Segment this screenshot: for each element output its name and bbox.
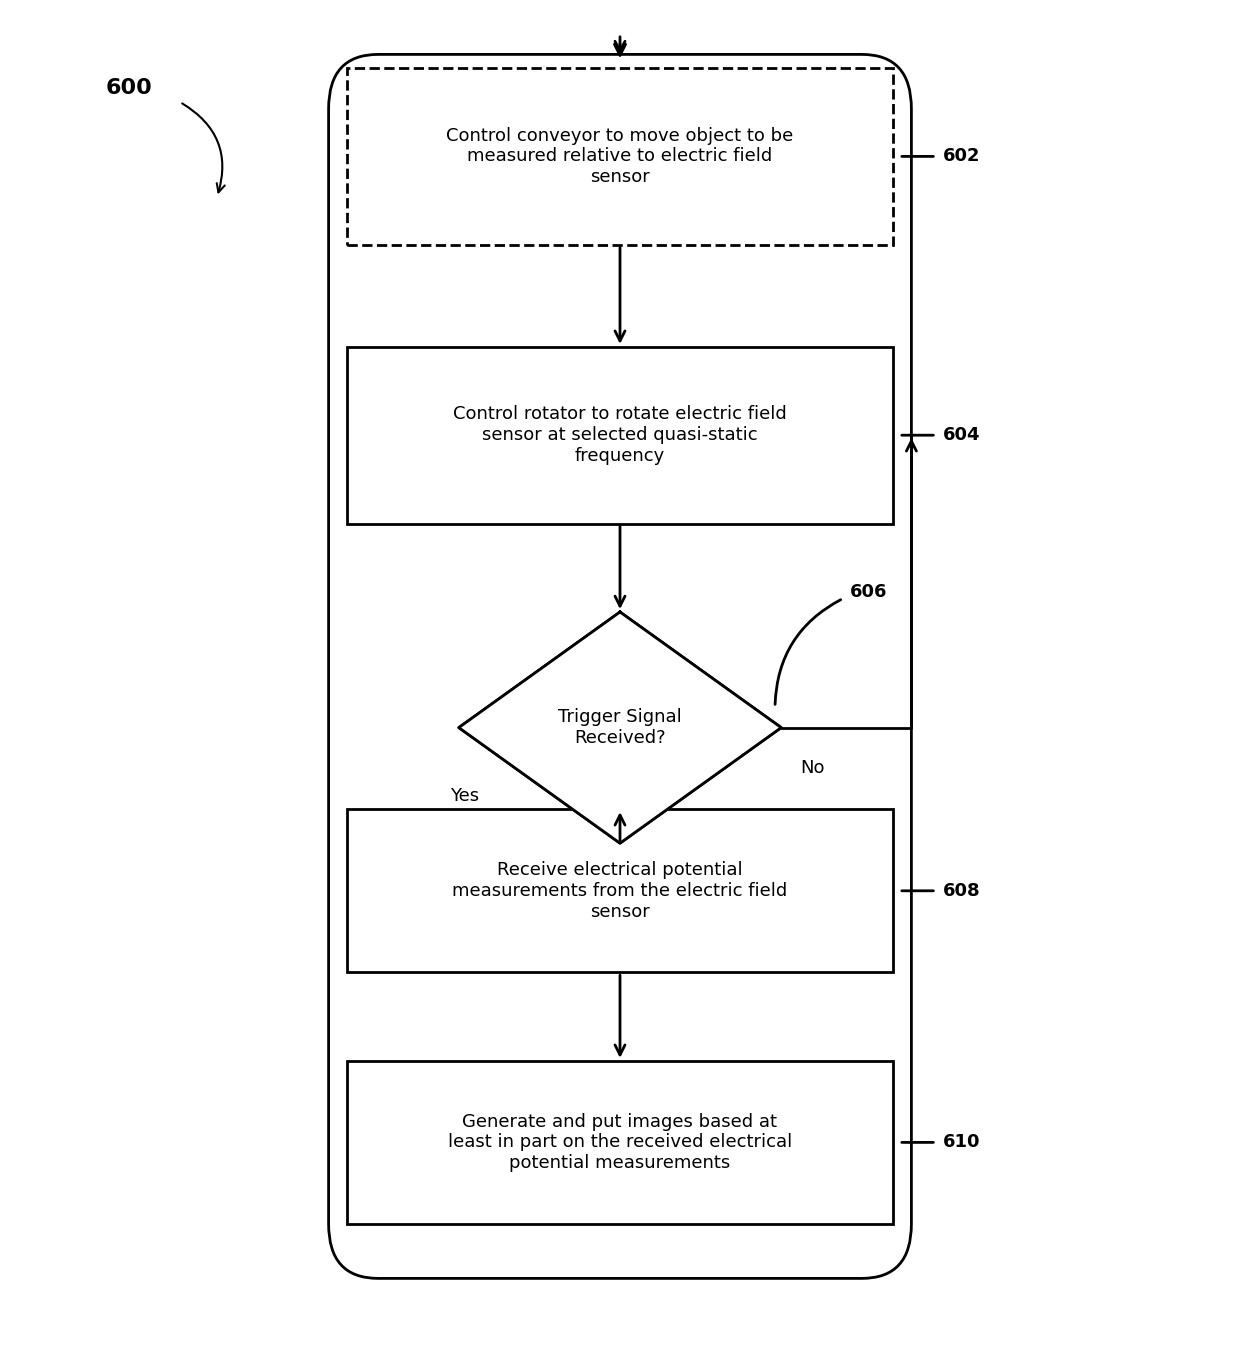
Text: 606: 606 <box>849 582 887 601</box>
Polygon shape <box>459 612 781 843</box>
Text: 604: 604 <box>942 426 980 445</box>
FancyBboxPatch shape <box>347 809 893 972</box>
Text: 602: 602 <box>942 147 980 166</box>
FancyBboxPatch shape <box>347 347 893 524</box>
Text: Yes: Yes <box>450 786 480 805</box>
Text: Trigger Signal
Received?: Trigger Signal Received? <box>558 709 682 747</box>
Text: 608: 608 <box>942 881 980 900</box>
Text: Control conveyor to move object to be
measured relative to electric field
sensor: Control conveyor to move object to be me… <box>446 126 794 186</box>
Text: Generate and put images based at
least in part on the received electrical
potent: Generate and put images based at least i… <box>448 1112 792 1172</box>
FancyBboxPatch shape <box>347 68 893 245</box>
Text: Control rotator to rotate electric field
sensor at selected quasi-static
frequen: Control rotator to rotate electric field… <box>453 405 787 465</box>
Text: Receive electrical potential
measurements from the electric field
sensor: Receive electrical potential measurement… <box>453 861 787 921</box>
FancyBboxPatch shape <box>347 1061 893 1224</box>
Text: 610: 610 <box>942 1133 980 1152</box>
Text: 600: 600 <box>105 79 153 98</box>
Text: No: No <box>800 759 825 778</box>
